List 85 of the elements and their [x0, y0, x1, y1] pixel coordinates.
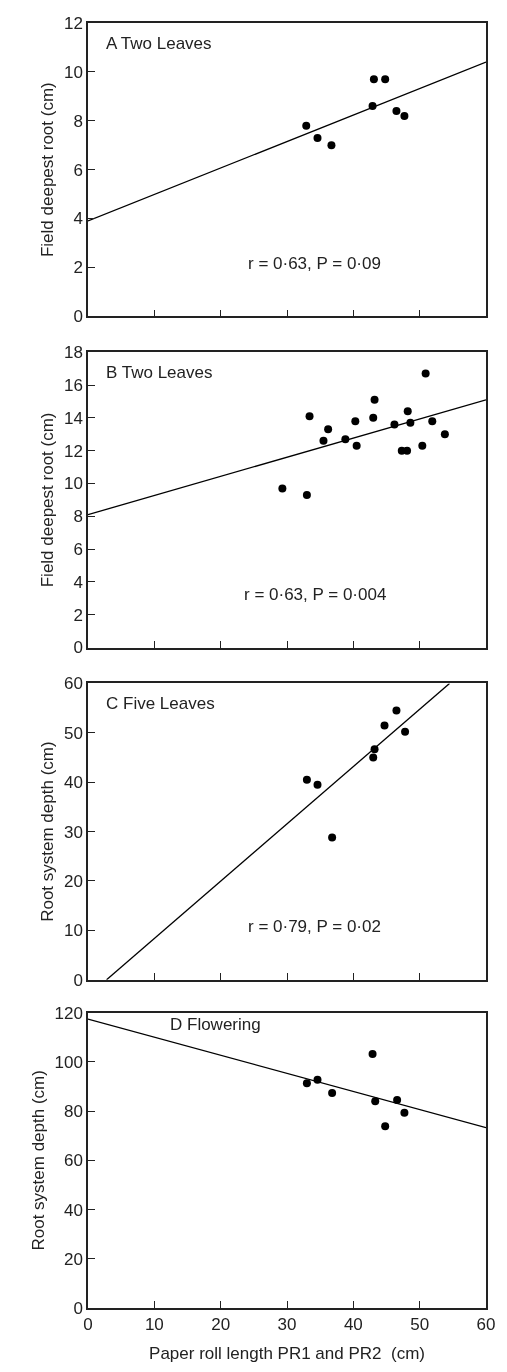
- point: [352, 441, 361, 450]
- y-tick-label: 0: [73, 970, 83, 990]
- point: [392, 106, 401, 115]
- y-tick-label: 10: [63, 921, 83, 941]
- point: [319, 436, 328, 445]
- x-tick-label: 30: [277, 1315, 297, 1335]
- point: [418, 441, 427, 450]
- point: [327, 141, 336, 150]
- y-tick-label: 80: [63, 1102, 83, 1122]
- point: [440, 430, 449, 439]
- y-tick-label: 0: [73, 638, 83, 658]
- point: [369, 753, 378, 762]
- chart-title: D Flowering: [170, 1015, 261, 1034]
- text: C Five Leaves: [106, 694, 215, 713]
- point: [278, 484, 287, 493]
- y-tick-label: 40: [63, 773, 83, 793]
- y-tick-label: 6: [73, 160, 83, 180]
- point: [328, 1088, 337, 1097]
- point: [400, 111, 409, 120]
- point: [369, 413, 378, 422]
- y-tick-label: 40: [63, 1200, 83, 1220]
- y-axis-title: Field deepest root (cm): [37, 412, 57, 588]
- point: [421, 369, 430, 378]
- point: [428, 417, 437, 426]
- x-tick-label: 20: [211, 1315, 231, 1335]
- y-tick-label: 6: [73, 540, 83, 560]
- x-axis-title: Paper roll length PR1 and PR2 (cm): [149, 1344, 425, 1364]
- point: [302, 121, 311, 130]
- y-tick-label: 10: [63, 474, 83, 494]
- annotation: r = 0·63, P = 0·004: [244, 585, 387, 604]
- point: [371, 1097, 380, 1106]
- point: [368, 1050, 377, 1059]
- y-axis-title: Root system depth (cm): [37, 741, 57, 922]
- y-axis-title: Field deepest root (cm): [37, 82, 57, 258]
- point: [328, 833, 337, 842]
- y-tick-label: 0: [73, 1298, 83, 1318]
- y-tick-label: 16: [63, 375, 83, 395]
- x-tick-label: 60: [476, 1315, 496, 1335]
- point: [351, 417, 360, 426]
- y-tick-label: 30: [63, 822, 83, 842]
- point: [401, 727, 410, 736]
- x-tick-label: 40: [343, 1315, 363, 1335]
- point: [305, 412, 314, 421]
- point: [393, 1096, 402, 1105]
- point: [324, 425, 333, 434]
- y-tick-label: 8: [73, 111, 83, 131]
- y-tick-label: 0: [73, 307, 83, 327]
- y-tick-label: 12: [63, 441, 83, 461]
- annotation: r = 0·79, P = 0·02: [248, 917, 381, 936]
- y-tick-label: 60: [63, 1151, 83, 1171]
- point: [370, 395, 379, 404]
- y-tick-label: 60: [63, 674, 83, 694]
- y-tick-label: 14: [63, 408, 83, 428]
- point: [381, 75, 390, 84]
- point: [313, 133, 322, 142]
- point: [313, 780, 322, 789]
- y-axis-title: Root system depth (cm): [28, 1070, 48, 1251]
- y-tick-label: 20: [63, 871, 83, 891]
- x-tick-label: 50: [410, 1315, 430, 1335]
- x-tick-label: 10: [144, 1315, 164, 1335]
- point: [392, 706, 401, 715]
- point: [302, 490, 311, 499]
- y-tick-label: 20: [63, 1249, 83, 1269]
- text: B Two Leaves: [106, 363, 213, 382]
- y-tick-label: 4: [73, 572, 83, 592]
- y-tick-label: 2: [73, 605, 83, 625]
- point: [302, 1079, 311, 1088]
- y-tick-label: 4: [73, 209, 83, 229]
- text: A Two Leaves: [106, 34, 212, 53]
- y-tick-label: 120: [54, 1003, 83, 1023]
- point: [403, 407, 412, 416]
- y-tick-label: 2: [73, 258, 83, 278]
- y-tick-label: 100: [54, 1052, 83, 1072]
- y-tick-label: 8: [73, 507, 83, 527]
- point: [381, 1122, 390, 1131]
- y-tick-label: 50: [63, 723, 83, 743]
- point: [302, 775, 311, 784]
- y-tick-label: 18: [63, 343, 83, 363]
- y-tick-label: 10: [63, 62, 83, 82]
- y-tick-label: 12: [63, 13, 83, 33]
- annotation: r = 0·63, P = 0·09: [248, 254, 381, 273]
- point: [400, 1108, 409, 1117]
- point: [369, 75, 378, 84]
- point: [403, 446, 412, 455]
- point: [380, 721, 389, 730]
